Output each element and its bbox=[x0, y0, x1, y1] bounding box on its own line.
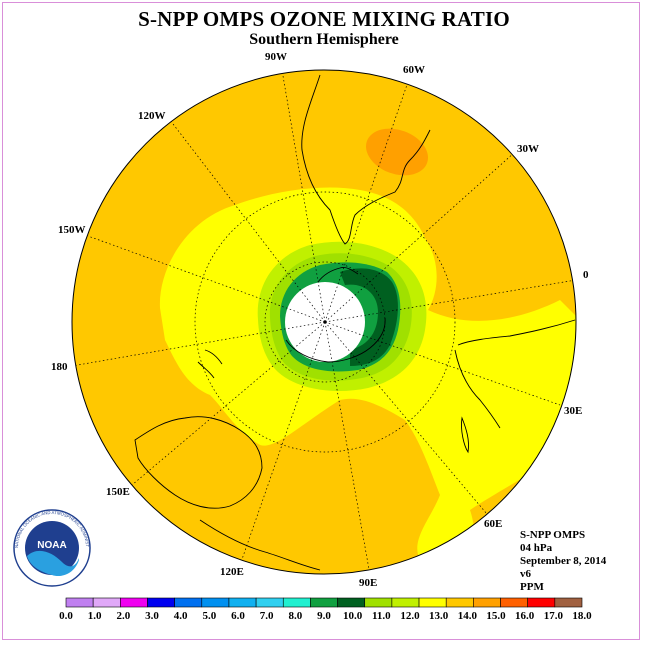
lon-label-150e: 150E bbox=[106, 486, 130, 498]
color-bar-label: 7.0 bbox=[260, 610, 274, 622]
coast-africa bbox=[454, 319, 576, 429]
color-bar-label: 18.0 bbox=[572, 610, 592, 622]
color-bar-label: 5.0 bbox=[202, 610, 216, 622]
coast-southeast-asia bbox=[199, 519, 321, 571]
color-bar-swatch bbox=[445, 597, 474, 608]
color-bar-label: 13.0 bbox=[429, 610, 449, 622]
info-pressure: 04 hPa bbox=[520, 542, 553, 554]
meridian-90e bbox=[324, 321, 371, 574]
color-bar: 0.0 1.0 2.0 3.0 4.0 5.0 6.0 7.0 8.0 9.0 10.0 11.0 12… bbox=[59, 597, 592, 622]
color-bar-label: 12.0 bbox=[400, 610, 420, 622]
meridian-180 bbox=[72, 321, 326, 367]
info-version: v6 bbox=[520, 568, 531, 580]
color-bar-label: 15.0 bbox=[486, 610, 506, 622]
coast-madagascar bbox=[461, 416, 469, 454]
info-unit: PPM bbox=[520, 581, 544, 593]
color-bar-label: 11.0 bbox=[372, 610, 391, 622]
color-bar-swatch bbox=[147, 597, 175, 608]
lon-label-0: 0 bbox=[583, 269, 589, 281]
color-bar-label: 8.0 bbox=[288, 610, 302, 622]
lon-label-30e: 30E bbox=[564, 405, 582, 417]
lon-label-90e: 90E bbox=[359, 577, 377, 589]
noaa-logo-text: NOAA bbox=[37, 540, 66, 551]
lon-label-60w: 60W bbox=[403, 64, 425, 76]
color-bar-swatch bbox=[310, 597, 338, 608]
ozone-field bbox=[72, 70, 576, 574]
meridian-0 bbox=[324, 279, 576, 323]
color-bar-swatch bbox=[473, 597, 501, 608]
info-date: September 8, 2014 bbox=[520, 555, 607, 567]
ozone-core-10 bbox=[340, 268, 398, 366]
color-bar-swatch bbox=[282, 597, 311, 608]
color-bar-label: 2.0 bbox=[116, 610, 130, 622]
color-bar-label: 6.0 bbox=[231, 610, 245, 622]
color-bar-swatch bbox=[228, 597, 257, 608]
meridian-90w bbox=[281, 70, 326, 323]
color-bar-label: 3.0 bbox=[145, 610, 159, 622]
info-instrument: S-NPP OMPS bbox=[520, 529, 586, 541]
meridian-30w bbox=[324, 151, 516, 323]
color-bar-label: 17.0 bbox=[544, 610, 564, 622]
map-title: S-NPP OMPS OZONE MIXING RATIO bbox=[138, 7, 510, 31]
color-bar-label: 10.0 bbox=[343, 610, 363, 622]
map-subtitle: Southern Hemisphere bbox=[249, 31, 399, 48]
meridian-60w bbox=[324, 75, 411, 323]
coast-antarctica bbox=[285, 317, 386, 363]
color-bar-swatch bbox=[418, 597, 447, 608]
lon-label-180: 180 bbox=[51, 361, 68, 373]
color-bar-swatch bbox=[201, 597, 230, 608]
color-bar-label: 16.0 bbox=[515, 610, 535, 622]
color-bar-swatch bbox=[255, 597, 284, 608]
lon-label-90w: 90W bbox=[265, 51, 287, 63]
meridian-120e bbox=[239, 321, 326, 566]
coastlines bbox=[134, 74, 576, 571]
meridian-30e bbox=[324, 321, 561, 406]
color-bar-swatch bbox=[65, 597, 94, 608]
lon-label-120e: 120E bbox=[220, 566, 244, 578]
color-bar-swatch bbox=[337, 597, 366, 608]
latitude-circle-70 bbox=[264, 261, 386, 383]
coast-australia bbox=[134, 416, 263, 509]
graticule bbox=[72, 70, 576, 574]
color-bar-label: 0.0 bbox=[59, 610, 73, 622]
color-bar-label: 4.0 bbox=[174, 610, 188, 622]
color-bar-swatch bbox=[391, 597, 420, 608]
ozone-high-patch bbox=[366, 128, 428, 176]
lon-label-150w: 150W bbox=[58, 224, 86, 236]
color-bar-swatch bbox=[92, 597, 121, 608]
lon-label-60e: 60E bbox=[484, 518, 502, 530]
color-bar-label: 1.0 bbox=[88, 610, 102, 622]
color-bar-swatch bbox=[174, 597, 203, 608]
lon-label-120w: 120W bbox=[138, 110, 166, 122]
color-bar-swatch bbox=[364, 597, 393, 608]
color-bar-label: 14.0 bbox=[458, 610, 478, 622]
color-bar-swatch bbox=[500, 597, 528, 608]
coast-new-zealand bbox=[197, 349, 223, 379]
map-boundary bbox=[71, 69, 577, 575]
color-bar-swatch bbox=[120, 597, 148, 608]
coast-antarctic-peninsula bbox=[317, 267, 359, 283]
color-bar-swatch bbox=[527, 597, 556, 608]
color-bar-label: 9.0 bbox=[317, 610, 331, 622]
meridian-120w bbox=[169, 119, 326, 323]
coast-south-america bbox=[301, 74, 431, 245]
figure-frame bbox=[2, 2, 640, 640]
lon-label-30w: 30W bbox=[517, 143, 539, 155]
latitude-circle-50 bbox=[194, 191, 456, 453]
color-bar-swatch bbox=[554, 597, 583, 608]
